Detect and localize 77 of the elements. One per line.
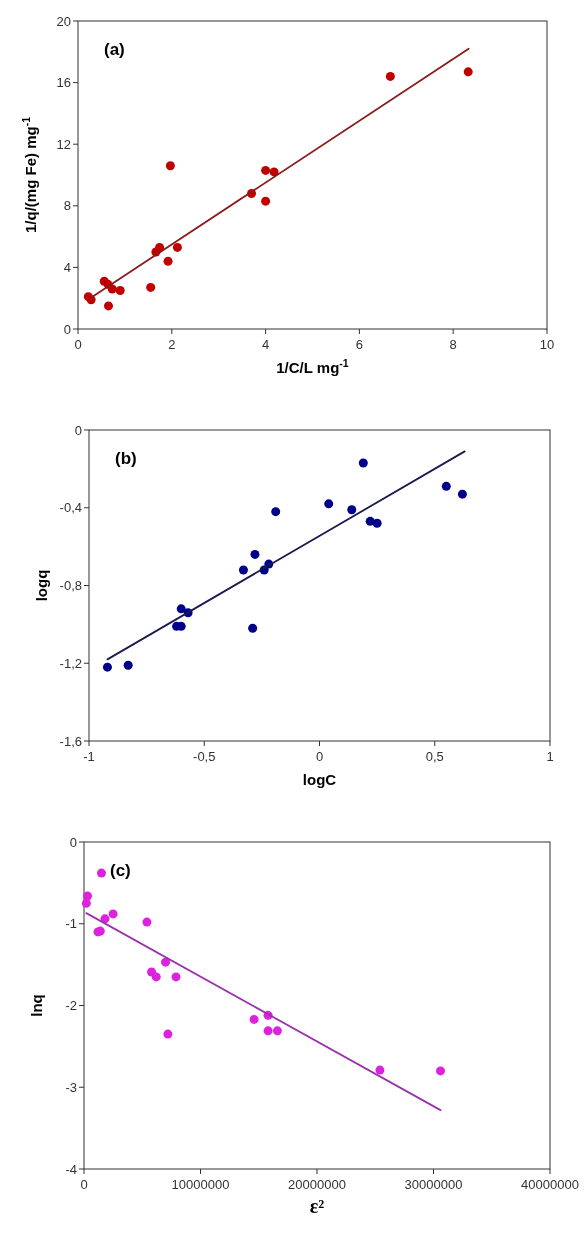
point: [163, 256, 173, 266]
x-tick-label: 1: [546, 749, 554, 764]
x-tick-label: 10000000: [171, 1177, 230, 1192]
x-tick-label: 0,5: [425, 749, 444, 764]
y-tick-label: 16: [56, 75, 71, 91]
point: [142, 917, 152, 927]
point: [441, 481, 451, 491]
x-tick-label: -1: [83, 749, 95, 764]
point: [385, 71, 395, 81]
point: [358, 458, 368, 468]
point: [238, 565, 248, 575]
x-tick-label: 40000000: [521, 1177, 579, 1192]
point: [83, 891, 92, 901]
x-tick-label: 20000000: [288, 1177, 346, 1192]
point: [261, 196, 271, 206]
y-tick-label: -4: [65, 1161, 77, 1177]
point: [248, 623, 258, 633]
point: [165, 161, 175, 171]
point: [96, 868, 106, 878]
y-tick-label: -0,4: [59, 500, 82, 516]
y-tick-label: 0: [74, 422, 82, 438]
x-tick-label: -0,5: [193, 749, 216, 764]
point: [347, 505, 357, 515]
y-tick-label: 20: [56, 13, 71, 29]
annotation: (b): [115, 449, 137, 468]
annotation: (a): [104, 40, 125, 59]
x-tick-label: 4: [261, 337, 270, 352]
point: [263, 1026, 273, 1036]
point: [176, 604, 186, 614]
x-tick-label: 6: [355, 337, 364, 352]
point: [324, 499, 334, 509]
x-tick-label: 30000000: [404, 1177, 463, 1192]
y-tick-label: 12: [56, 136, 71, 152]
point: [269, 167, 279, 177]
point: [372, 518, 382, 528]
y-tick-label: -1,2: [59, 655, 82, 671]
y-tick-label: -3: [65, 1079, 77, 1095]
y-axis-title: lnq: [28, 994, 45, 1017]
point: [102, 662, 112, 672]
y-tick-label: -1,6: [59, 733, 82, 749]
x-axis-title: ε²: [309, 1195, 325, 1217]
point: [108, 909, 118, 919]
y-tick-label: 4: [63, 259, 71, 275]
y-tick-label: 8: [63, 198, 71, 214]
point: [261, 165, 271, 175]
x-tick-label: 8: [449, 337, 457, 352]
y-tick-label: -0,8: [59, 578, 82, 593]
point: [172, 242, 182, 252]
point: [435, 1066, 445, 1076]
point: [250, 549, 260, 559]
y-axis-title: logq: [33, 569, 50, 602]
x-tick-label: 2: [168, 337, 176, 352]
y-tick-label: 0: [69, 834, 77, 850]
point: [161, 957, 171, 967]
point: [375, 1065, 385, 1075]
point: [171, 972, 181, 982]
point: [155, 242, 165, 252]
point: [272, 1026, 282, 1036]
annotation: (c): [110, 861, 131, 880]
point: [151, 972, 161, 982]
x-axis-title: 1/C/L mg$^{-1}$: [276, 357, 349, 376]
y-tick-label: -2: [65, 998, 77, 1013]
point: [271, 507, 281, 517]
point: [123, 660, 133, 670]
point: [457, 489, 467, 499]
y-tick-label: 0: [63, 321, 71, 337]
point: [163, 1029, 173, 1039]
point: [249, 1014, 259, 1024]
y-tick-label: -1: [65, 916, 77, 932]
x-axis-title: logC: [302, 771, 337, 788]
point: [463, 67, 473, 77]
point: [81, 898, 91, 908]
x-tick-label: 0: [315, 749, 324, 764]
x-tick-label: 10: [539, 337, 555, 352]
point: [115, 286, 125, 295]
point: [146, 282, 156, 292]
point: [103, 301, 113, 311]
